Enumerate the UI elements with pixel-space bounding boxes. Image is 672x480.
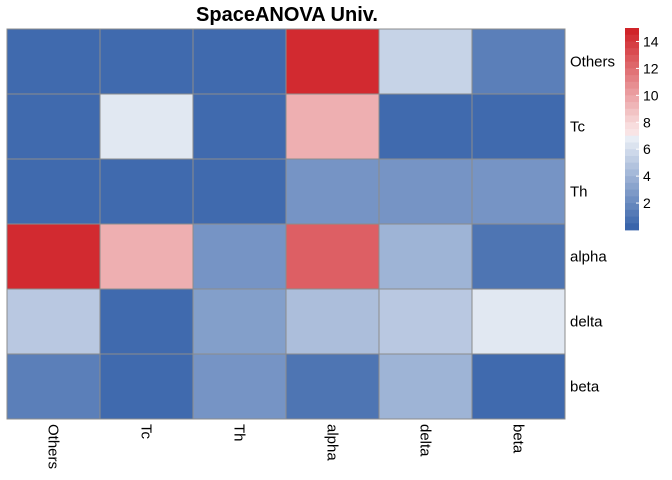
legend-swatch <box>625 28 639 36</box>
legend-swatch <box>625 129 639 137</box>
heatmap-cell-Tc-delta <box>378 93 473 160</box>
legend-swatch <box>625 176 639 184</box>
heatmap-cell-Tc-alpha <box>285 93 380 160</box>
heatmap-cell-alpha-beta <box>471 223 566 290</box>
heatmap-cell-Others-delta <box>378 28 473 95</box>
heatmap-cell-delta-Th <box>192 288 287 355</box>
heatmap-cell-beta-beta <box>471 353 566 420</box>
row-label-Th: Th <box>570 184 588 201</box>
legend-swatch <box>625 122 639 130</box>
legend-swatch <box>625 102 639 110</box>
legend-swatch <box>625 142 639 150</box>
color-legend: 2 4 6 8 10 12 14 <box>625 28 659 231</box>
heatmap-cell-Others-alpha <box>285 28 380 95</box>
column-label-Tc: Tc <box>138 424 155 440</box>
heatmap-cell-Others-Tc <box>99 28 194 95</box>
legend-tick-label: 8 <box>643 114 651 130</box>
legend-tick-label: 2 <box>643 195 651 211</box>
heatmap-cell-Tc-Th <box>192 93 287 160</box>
heatmap-cell-alpha-alpha <box>285 223 380 290</box>
heatmap-cell-delta-Tc <box>99 288 194 355</box>
legend-swatch <box>625 135 639 143</box>
row-label-beta: beta <box>570 379 600 396</box>
heatmap-cell-alpha-Others <box>6 223 101 290</box>
heatmap-cell-Tc-beta <box>471 93 566 160</box>
heatmap-cell-delta-beta <box>471 288 566 355</box>
legend-tick-label: 10 <box>643 87 659 103</box>
legend-swatch <box>625 34 639 42</box>
legend-swatch <box>625 54 639 63</box>
heatmap-cell-Th-beta <box>471 158 566 225</box>
column-label-delta: delta <box>417 424 434 457</box>
heatmap-cell-alpha-Th <box>192 223 287 290</box>
row-label-delta: delta <box>570 314 603 331</box>
column-label-Th: Th <box>231 424 248 442</box>
row-label-Others: Others <box>570 54 615 71</box>
legend-swatch <box>625 88 639 96</box>
column-label-Others: Others <box>45 424 62 469</box>
legend-swatch <box>625 149 639 157</box>
heatmap-cell-Others-beta <box>471 28 566 95</box>
legend-swatch <box>625 75 639 83</box>
heatmap-cell-delta-delta <box>378 288 473 355</box>
heatmap-cell-beta-delta <box>378 353 473 420</box>
legend-swatch <box>625 95 639 103</box>
heatmap-cell-beta-alpha <box>285 353 380 420</box>
heatmap-cell-Th-delta <box>378 158 473 225</box>
column-label-alpha: alpha <box>324 424 341 461</box>
legend-swatch <box>625 223 639 231</box>
column-label-beta: beta <box>510 424 527 454</box>
legend-swatch <box>625 115 639 123</box>
heatmap-cell-alpha-delta <box>378 223 473 290</box>
heatmap-cell-delta-alpha <box>285 288 380 355</box>
legend-swatch <box>625 196 639 204</box>
row-label-Tc: Tc <box>570 119 586 136</box>
legend-swatch <box>625 108 639 116</box>
legend-tick-label: 4 <box>643 168 651 184</box>
legend-swatch <box>625 189 639 197</box>
heatmap-cell-alpha-Tc <box>99 223 194 290</box>
heatmap-cell-Th-Others <box>6 158 101 225</box>
legend-swatch <box>625 48 639 56</box>
column-labels: Others Tc Th alpha delta beta <box>45 424 527 469</box>
heatmap-cell-delta-Others <box>6 288 101 355</box>
row-label-alpha: alpha <box>570 249 607 266</box>
row-labels: Others Tc Th alpha delta beta <box>570 54 615 396</box>
legend-tick-label: 14 <box>643 33 659 49</box>
legend-tick-label: 12 <box>643 60 659 76</box>
legend-swatch <box>625 209 639 217</box>
legend-swatch <box>625 41 639 49</box>
heatmap-cell-beta-Tc <box>99 353 194 420</box>
heatmap-cell-beta-Others <box>6 353 101 420</box>
heatmap-cell-Tc-Tc <box>99 93 194 160</box>
legend-swatch <box>625 155 639 164</box>
heatmap-cells <box>6 28 566 420</box>
heatmap-cell-Th-Tc <box>99 158 194 225</box>
legend-swatch <box>625 203 639 211</box>
heatmap-cell-Others-Th <box>192 28 287 95</box>
legend-swatch <box>625 182 639 190</box>
legend-swatch <box>625 81 639 89</box>
legend-swatch <box>625 68 639 76</box>
heatmap-cell-Others-Others <box>6 28 101 95</box>
heatmap-cell-Th-alpha <box>285 158 380 225</box>
legend-swatch <box>625 216 639 224</box>
legend-tick-label: 6 <box>643 141 651 157</box>
chart-title: SpaceANOVA Univ. <box>196 4 378 26</box>
legend-swatch <box>625 61 639 69</box>
legend-swatch <box>625 162 639 170</box>
legend-swatch <box>625 169 639 177</box>
heatmap-cell-beta-Th <box>192 353 287 420</box>
heatmap-cell-Tc-Others <box>6 93 101 160</box>
heatmap-cell-Th-Th <box>192 158 287 225</box>
